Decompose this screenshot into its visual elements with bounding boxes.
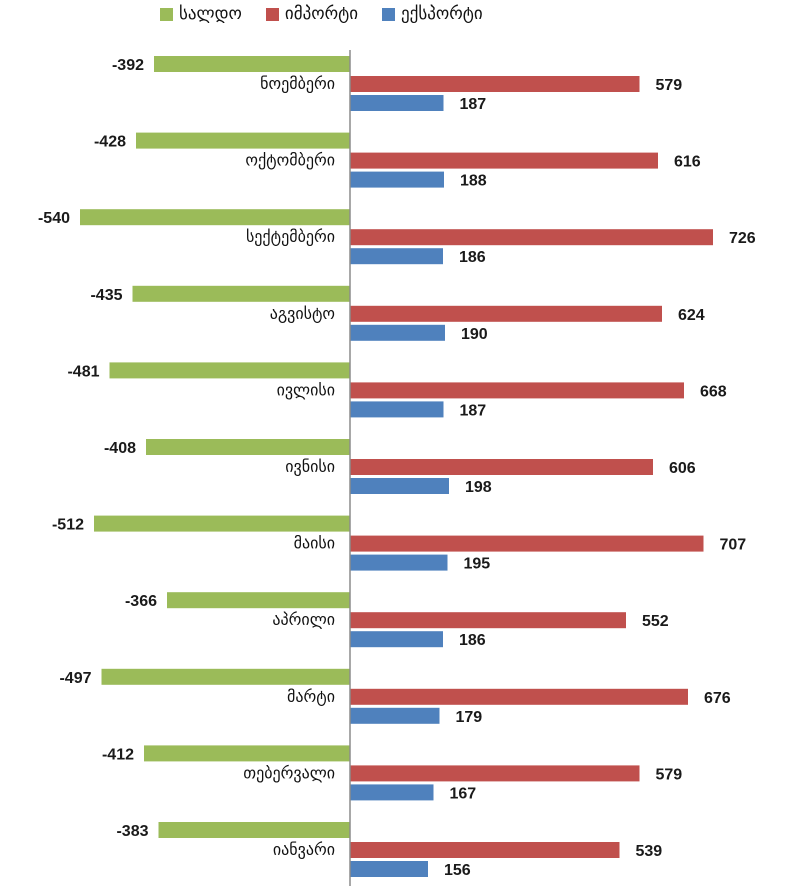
bar-export: [350, 401, 444, 418]
chart-legend: სალდო იმპორტი ექსპორტი: [160, 4, 483, 24]
bar-import: [350, 459, 653, 475]
bar-export: [350, 171, 444, 188]
data-label-saldo: -392: [112, 57, 144, 74]
data-label-saldo: -366: [125, 593, 157, 610]
data-label-export: 187: [460, 96, 487, 113]
data-label-export: 167: [450, 785, 477, 802]
data-label-saldo: -412: [102, 746, 134, 763]
category-label: სექტემბერი: [246, 227, 335, 246]
data-label-saldo: -512: [52, 517, 84, 534]
bar-saldo: [167, 592, 350, 609]
legend-item-export[interactable]: ექსპორტი: [382, 4, 483, 24]
bar-saldo: [144, 745, 350, 762]
category-label: იანვარი: [273, 840, 335, 859]
data-label-import: 579: [656, 77, 683, 94]
bar-export: [350, 631, 443, 648]
category-label: ოქტომბერი: [245, 151, 335, 170]
category-label: მაისი: [294, 534, 335, 553]
data-label-import: 539: [636, 843, 663, 860]
bar-export: [350, 478, 449, 494]
data-label-saldo: -497: [59, 670, 91, 687]
category-label: თებერვალი: [243, 763, 335, 782]
data-label-import: 579: [656, 766, 683, 783]
bar-export: [350, 784, 434, 801]
data-label-import: 668: [700, 383, 727, 400]
legend-label-import: იმპორტი: [284, 4, 359, 24]
data-label-import: 606: [669, 460, 696, 477]
data-label-export: 198: [465, 479, 492, 496]
data-label-saldo: -383: [116, 823, 148, 840]
data-label-saldo: -481: [67, 363, 99, 380]
data-label-export: 186: [459, 632, 486, 649]
legend-label-saldo: სალდო: [179, 4, 242, 24]
data-label-import: 616: [674, 154, 701, 171]
bar-saldo: [109, 362, 350, 379]
data-label-export: 195: [464, 556, 491, 573]
data-label-saldo: -428: [94, 134, 126, 151]
data-label-import: 726: [729, 230, 756, 247]
bar-import: [350, 765, 640, 782]
bar-import: [350, 688, 688, 705]
legend-swatch-saldo: [160, 7, 173, 21]
data-label-saldo: -435: [90, 287, 122, 304]
legend-item-import[interactable]: იმპორტი: [265, 4, 359, 24]
bar-saldo: [101, 668, 350, 685]
category-label: მარტი: [287, 687, 335, 706]
legend-swatch-export: [382, 7, 396, 21]
bar-saldo: [154, 56, 350, 72]
data-label-import: 707: [720, 537, 747, 554]
category-label: აგვისტო: [270, 304, 335, 323]
data-label-import: 624: [678, 307, 705, 324]
bar-import: [350, 229, 713, 246]
data-label-saldo: -540: [38, 210, 70, 227]
bar-export: [350, 248, 443, 265]
data-label-export: 188: [460, 173, 487, 190]
bar-export: [350, 95, 444, 111]
bar-saldo: [132, 285, 350, 302]
category-label: აპრილი: [272, 610, 335, 629]
bar-import: [350, 305, 662, 322]
bar-export: [350, 554, 448, 571]
data-label-export: 179: [456, 709, 483, 726]
bar-import: [350, 612, 626, 629]
bar-saldo: [146, 439, 350, 455]
data-label-import: 552: [642, 613, 669, 630]
data-label-export: 187: [460, 402, 487, 419]
data-label-export: 186: [459, 249, 486, 266]
bar-export: [350, 707, 440, 724]
bar-saldo: [136, 132, 350, 149]
data-label-import: 676: [704, 690, 731, 707]
category-label: ივნისი: [285, 457, 335, 476]
data-label-saldo: -408: [104, 440, 136, 457]
bar-import: [350, 382, 684, 399]
bar-saldo: [158, 822, 350, 838]
legend-swatch-import: [265, 7, 279, 21]
bar-saldo: [94, 515, 350, 532]
bar-import: [350, 842, 620, 858]
data-label-export: 156: [444, 862, 471, 879]
bar-export: [350, 324, 445, 341]
bar-import: [350, 76, 640, 92]
bar-saldo: [80, 209, 350, 226]
category-label: ნოემბერი: [260, 74, 335, 93]
category-label: ივლისი: [277, 380, 335, 399]
bar-import: [350, 152, 658, 169]
bar-export: [350, 861, 428, 877]
bar-import: [350, 535, 704, 552]
legend-label-export: ექსპორტი: [401, 4, 483, 24]
legend-item-saldo[interactable]: სალდო: [160, 4, 242, 24]
data-label-export: 190: [461, 326, 488, 343]
